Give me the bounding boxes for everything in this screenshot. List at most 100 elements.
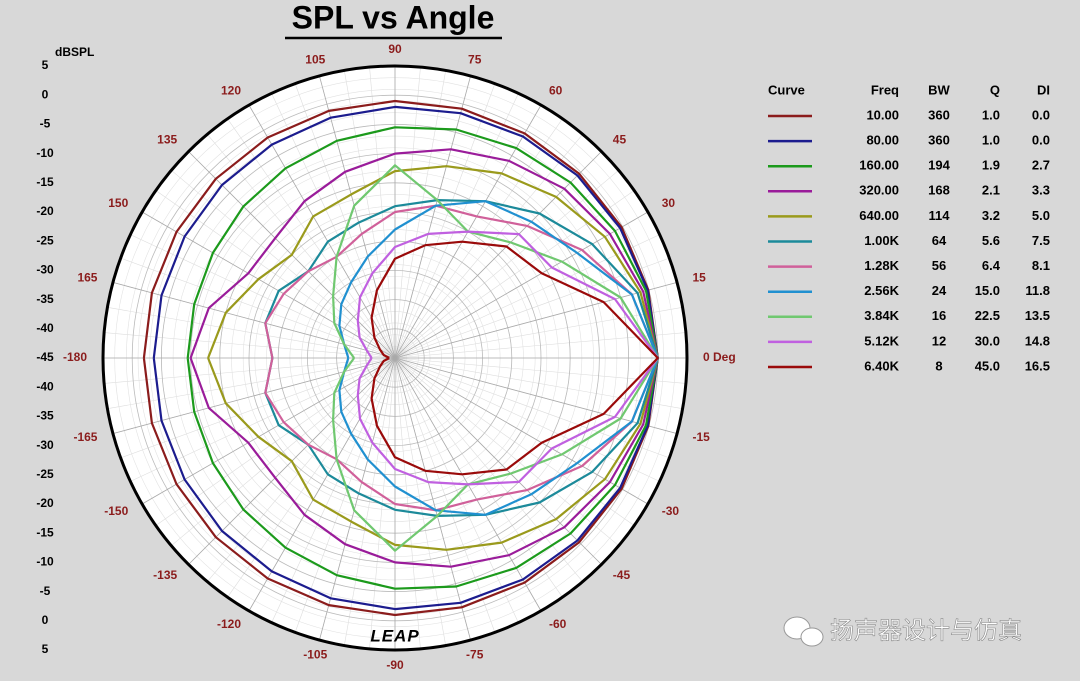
legend-bw: 360 bbox=[928, 107, 950, 122]
legend-label: 320.00 bbox=[859, 183, 899, 198]
series-line bbox=[370, 240, 659, 476]
theta-tick-label: -150 bbox=[104, 504, 128, 518]
r-tick-label: 5 bbox=[42, 642, 49, 656]
legend-bw: 56 bbox=[932, 258, 946, 273]
polar-plot bbox=[101, 64, 689, 652]
theta-tick-label: -45 bbox=[613, 568, 631, 582]
r-tick-label: -10 bbox=[36, 146, 54, 160]
theta-tick-label: -75 bbox=[466, 648, 484, 662]
legend-label: 1.28K bbox=[864, 258, 899, 273]
legend-q: 2.1 bbox=[982, 183, 1000, 198]
theta-tick-label: -105 bbox=[303, 648, 327, 662]
theta-tick-label: 0 Deg bbox=[703, 350, 736, 364]
legend-di: 3.3 bbox=[1032, 183, 1050, 198]
legend-header: Curve bbox=[768, 82, 805, 97]
theta-tick-label: 165 bbox=[77, 270, 97, 284]
theta-tick-label: -135 bbox=[153, 568, 177, 582]
theta-tick-label: 30 bbox=[662, 196, 676, 210]
legend-label: 80.00 bbox=[866, 133, 899, 148]
legend-di: 11.8 bbox=[1025, 283, 1050, 298]
legend-header: DI bbox=[1037, 82, 1050, 97]
legend-bw: 24 bbox=[932, 283, 947, 298]
legend-q: 22.5 bbox=[975, 308, 1000, 323]
legend-q: 6.4 bbox=[982, 258, 1001, 273]
r-tick-label: 0 bbox=[42, 613, 49, 627]
chart-title: SPL vs Angle bbox=[292, 0, 495, 35]
legend-di: 16.5 bbox=[1025, 358, 1050, 373]
grid-line bbox=[248, 357, 396, 612]
legend-q: 1.0 bbox=[982, 133, 1000, 148]
grid-line bbox=[112, 282, 396, 359]
legend-di: 8.1 bbox=[1032, 258, 1050, 273]
icon-bubble bbox=[800, 627, 824, 647]
legend-q: 3.2 bbox=[982, 208, 1000, 223]
r-tick-label: -20 bbox=[36, 204, 54, 218]
theta-tick-label: -180 bbox=[63, 350, 87, 364]
r-tick-label: -15 bbox=[36, 525, 54, 539]
grid-line bbox=[248, 104, 396, 359]
theta-tick-label: 15 bbox=[693, 270, 707, 284]
legend-label: 10.00 bbox=[866, 107, 899, 122]
legend-label: 6.40K bbox=[864, 358, 899, 373]
grid-line bbox=[394, 151, 602, 359]
r-tick-label: -25 bbox=[36, 233, 54, 247]
theta-tick-label: 60 bbox=[549, 83, 563, 97]
theta-tick-label: 150 bbox=[108, 196, 128, 210]
legend-label: 160.00 bbox=[859, 158, 899, 173]
r-tick-label: -35 bbox=[36, 409, 54, 423]
grid-line bbox=[319, 75, 396, 359]
grid-line bbox=[394, 357, 602, 565]
legend-di: 0.0 bbox=[1032, 133, 1050, 148]
legend-di: 14.8 bbox=[1025, 333, 1050, 348]
legend-bw: 114 bbox=[929, 208, 951, 223]
theta-tick-label: -30 bbox=[662, 504, 680, 518]
grid-line bbox=[112, 357, 396, 434]
theta-tick-label: 135 bbox=[157, 132, 177, 146]
logo: LEAP bbox=[370, 626, 419, 645]
legend-q: 45.0 bbox=[975, 358, 1000, 373]
grid-line bbox=[394, 357, 678, 434]
r-tick-label: -20 bbox=[36, 496, 54, 510]
r-tick-label: -10 bbox=[36, 555, 54, 569]
legend-bw: 16 bbox=[932, 308, 946, 323]
legend-label: 3.84K bbox=[864, 308, 899, 323]
theta-tick-label: -90 bbox=[386, 658, 404, 672]
r-tick-label: -5 bbox=[40, 117, 51, 131]
theta-tick-label: -120 bbox=[217, 617, 241, 631]
theta-tick-label: 90 bbox=[388, 42, 402, 56]
r-tick-label: 0 bbox=[42, 87, 49, 101]
legend-label: 640.00 bbox=[859, 208, 899, 223]
r-tick-label: -35 bbox=[36, 292, 54, 306]
plot-border bbox=[101, 64, 689, 652]
theta-tick-label: 105 bbox=[305, 53, 325, 67]
legend-bw: 8 bbox=[935, 358, 942, 373]
grid-line bbox=[394, 282, 678, 359]
grid-line bbox=[394, 357, 471, 641]
watermark: 扬声器设计与仿真 bbox=[830, 617, 1022, 644]
legend-label: 1.00K bbox=[864, 233, 899, 248]
theta-tick-label: -165 bbox=[73, 430, 97, 444]
legend-di: 13.5 bbox=[1025, 308, 1050, 323]
r-axis-label: dBSPL bbox=[55, 45, 94, 59]
theta-tick-label: 120 bbox=[221, 83, 241, 97]
legend-header: Q bbox=[990, 82, 1000, 97]
legend-header: BW bbox=[928, 82, 950, 97]
grid-line bbox=[319, 357, 396, 641]
legend-header: Freq bbox=[871, 82, 899, 97]
r-tick-label: -40 bbox=[36, 321, 54, 335]
r-tick-label: -30 bbox=[36, 263, 54, 277]
legend-q: 1.9 bbox=[982, 158, 1000, 173]
legend-label: 5.12K bbox=[864, 333, 899, 348]
legend-bw: 12 bbox=[932, 333, 946, 348]
theta-tick-label: 75 bbox=[468, 53, 482, 67]
legend-di: 2.7 bbox=[1032, 158, 1050, 173]
legend-q: 15.0 bbox=[975, 283, 1000, 298]
theta-tick-label: -15 bbox=[693, 430, 711, 444]
r-tick-label: -25 bbox=[36, 467, 54, 481]
legend-di: 7.5 bbox=[1032, 233, 1050, 248]
legend-bw: 168 bbox=[928, 183, 950, 198]
legend-bw: 360 bbox=[928, 133, 950, 148]
r-tick-label: -45 bbox=[36, 350, 54, 364]
legend-bw: 64 bbox=[932, 233, 947, 248]
